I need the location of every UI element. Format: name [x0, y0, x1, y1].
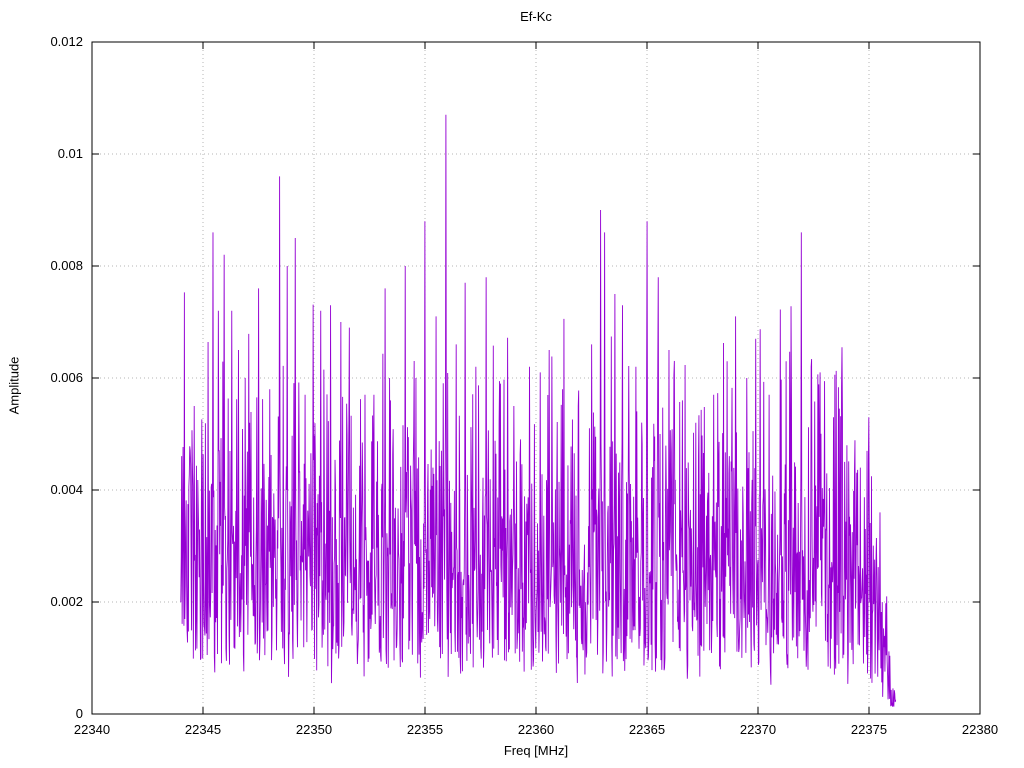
- x-tick-label: 22365: [629, 722, 665, 737]
- x-tick-label: 22370: [740, 722, 776, 737]
- x-tick-label: 22380: [962, 722, 998, 737]
- y-tick-label: 0.002: [50, 594, 83, 609]
- y-tick-label: 0.012: [50, 34, 83, 49]
- y-tick-label: 0.008: [50, 258, 83, 273]
- y-tick-label: 0.01: [58, 146, 83, 161]
- y-tick-label: 0.004: [50, 482, 83, 497]
- chart-title: Ef-Kc: [520, 9, 552, 24]
- x-tick-label: 22340: [74, 722, 110, 737]
- x-tick-label: 22360: [518, 722, 554, 737]
- x-tick-label: 22355: [407, 722, 443, 737]
- y-tick-label: 0.006: [50, 370, 83, 385]
- plot-border: [91, 41, 981, 715]
- y-tick-label: 0: [76, 706, 83, 721]
- x-tick-label: 22345: [185, 722, 221, 737]
- x-axis-label: Freq [MHz]: [503, 743, 569, 758]
- x-tick-label: 22375: [851, 722, 887, 737]
- x-tick-label: 22350: [296, 722, 332, 737]
- signal-trace: [180, 114, 897, 707]
